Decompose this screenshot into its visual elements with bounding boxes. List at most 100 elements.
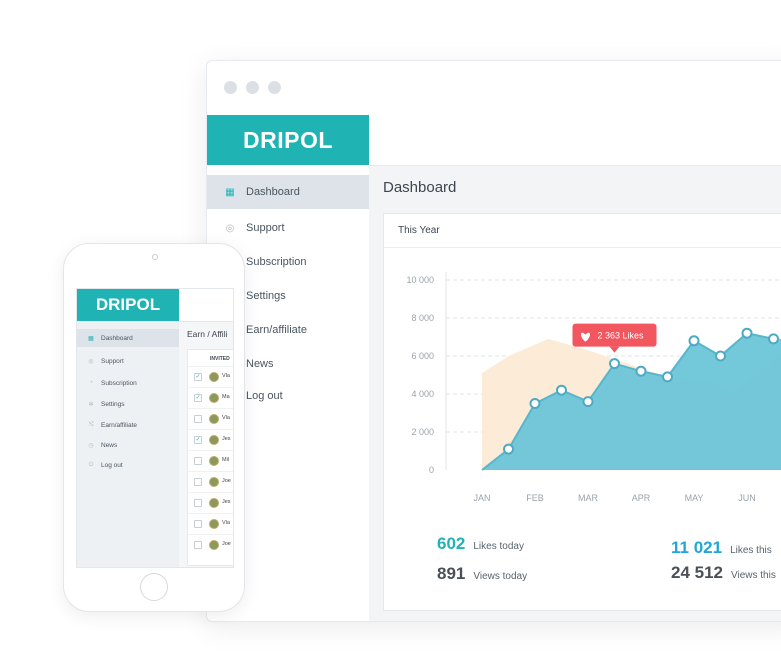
- data-point: [556, 384, 567, 396]
- data-point: [688, 335, 700, 347]
- share-icon: ⤭: [88, 421, 94, 428]
- table-header-invited: INVITED: [210, 356, 230, 362]
- avatar: [209, 372, 219, 382]
- mobile-top-bar: [179, 289, 233, 322]
- mobile-sidebar-item-support[interactable]: ◎ Support: [77, 352, 179, 370]
- sidebar-item-label: Settings: [246, 290, 286, 302]
- window-close-dot[interactable]: [224, 81, 237, 94]
- row-checkbox[interactable]: [194, 541, 202, 549]
- row-checkbox[interactable]: ✓: [194, 436, 202, 444]
- sidebar-item-dashboard[interactable]: ▦ Dashboard: [207, 175, 369, 209]
- sidebar-item-label: Log out: [246, 390, 283, 402]
- clock-icon: ◷: [88, 442, 94, 449]
- mobile-sidebar-item-settings[interactable]: ✲ Settings: [77, 395, 179, 413]
- phone-home-button: [140, 573, 168, 601]
- row-name: Jes: [222, 499, 231, 505]
- phone-screen: DRIPOL ▦ Dashboard ◎ Support ◔ Subscription…: [76, 288, 234, 568]
- desktop-window: DRIPOL ▦Dashboard ◎Support ◔Subscription…: [206, 60, 781, 622]
- avatar: [209, 393, 219, 403]
- mobile-sidebar-item-earn-affiliate[interactable]: ⤭ Earn/affiliate: [77, 416, 179, 434]
- avatar: [209, 519, 219, 529]
- sidebar-item-label: Dashboard: [246, 186, 300, 198]
- row-checkbox[interactable]: [194, 415, 202, 423]
- table-row[interactable]: Mil: [188, 450, 233, 471]
- stat-views-year: 24 512 Views this: [671, 563, 776, 583]
- sidebar-item-support[interactable]: ◎ Support: [207, 211, 369, 245]
- data-point: [741, 327, 753, 339]
- sidebar-item-label: Support: [246, 222, 285, 234]
- row-checkbox[interactable]: ✓: [194, 394, 202, 402]
- table-row[interactable]: Jes: [188, 492, 233, 513]
- window-maximize-dot[interactable]: [268, 81, 281, 94]
- grid-icon: ▦: [225, 186, 235, 198]
- mobile-sidebar-item-label: Subscription: [101, 379, 137, 387]
- stat-label: Views this: [731, 570, 776, 581]
- table-row[interactable]: Joe: [188, 534, 233, 555]
- mobile-sidebar-item-subscription[interactable]: ◔ Subscription: [77, 374, 179, 392]
- avatar: [209, 498, 219, 508]
- row-checkbox[interactable]: [194, 478, 202, 486]
- mobile-sidebar-item-label: Dashboard: [101, 334, 133, 342]
- card-header: This Year: [384, 214, 781, 248]
- x-tick-label: MAR: [578, 493, 599, 503]
- data-point: [662, 371, 673, 383]
- row-checkbox[interactable]: ✓: [194, 373, 202, 381]
- sidebar-item-label: Subscription: [246, 256, 307, 268]
- brand-logo-text: DRIPOL: [243, 126, 333, 153]
- sidebar-item-label: Earn/affiliate: [246, 324, 307, 336]
- y-tick-label: 6 000: [411, 351, 434, 361]
- mobile-sidebar-item-dashboard[interactable]: ▦ Dashboard: [77, 329, 179, 347]
- gear-icon: ✲: [88, 401, 94, 408]
- mobile-brand-logo-text: DRIPOL: [95, 295, 161, 314]
- y-tick-label: 8 000: [411, 313, 434, 323]
- mobile-sidebar-item-label: Support: [101, 357, 124, 365]
- table-row[interactable]: ✓ Ma: [188, 387, 233, 408]
- row-name: Vla: [222, 520, 230, 526]
- sidebar-item-label: News: [246, 358, 274, 370]
- row-name: Joe: [222, 478, 231, 484]
- stat-value: 891: [437, 564, 466, 583]
- series-area-1: [482, 333, 781, 470]
- row-name: Ma: [222, 394, 230, 400]
- y-tick-label: 4 000: [411, 389, 434, 399]
- x-tick-label: APR: [632, 493, 651, 503]
- power-icon: ⏻: [88, 461, 94, 468]
- row-name: Mil: [222, 457, 230, 463]
- stat-value: 24 512: [671, 563, 723, 582]
- row-checkbox[interactable]: [194, 457, 202, 465]
- table-row[interactable]: Joe: [188, 471, 233, 492]
- avatar: [209, 477, 219, 487]
- top-bar: [369, 115, 781, 166]
- stat-label: Likes this: [730, 545, 772, 556]
- mobile-sidebar-item-news[interactable]: ◷ News: [77, 436, 179, 454]
- mobile-sidebar-item-label: Settings: [101, 400, 125, 408]
- mobile-brand-logo[interactable]: DRIPOL: [77, 289, 179, 321]
- avatar: [209, 540, 219, 550]
- stat-likes-today: 602 Likes today: [437, 534, 524, 554]
- brand-logo[interactable]: DRIPOL: [207, 115, 369, 165]
- data-point: [715, 350, 726, 362]
- lifebuoy-icon: ◎: [225, 222, 235, 234]
- heart-icon: [581, 332, 590, 342]
- mobile-sidebar-item-label: Log out: [101, 461, 123, 469]
- mobile-sidebar-item-logout[interactable]: ⏻ Log out: [77, 456, 179, 474]
- row-name: Vla: [222, 373, 230, 379]
- page-title: Dashboard: [383, 179, 457, 196]
- table-row[interactable]: Vla: [188, 408, 233, 429]
- mobile-sidebar: ▦ Dashboard ◎ Support ◔ Subscription ✲ Setti…: [77, 321, 179, 567]
- row-checkbox[interactable]: [194, 499, 202, 507]
- x-tick-label: FEB: [526, 493, 544, 503]
- lifebuoy-icon: ◎: [88, 358, 94, 365]
- table-row[interactable]: ✓ Vla: [188, 366, 233, 387]
- data-point: [635, 365, 647, 377]
- row-name: Joe: [222, 541, 231, 547]
- row-checkbox[interactable]: [194, 520, 202, 528]
- table-row[interactable]: Vla: [188, 513, 233, 534]
- table-row[interactable]: ✓ Jes: [188, 429, 233, 450]
- stat-likes-year: 11 021 Likes this: [671, 538, 772, 558]
- window-minimize-dot[interactable]: [246, 81, 259, 94]
- row-name: Vla: [222, 415, 230, 421]
- y-tick-label: 0: [429, 465, 434, 475]
- x-tick-label: JUN: [738, 493, 756, 503]
- window-titlebar: [207, 61, 781, 116]
